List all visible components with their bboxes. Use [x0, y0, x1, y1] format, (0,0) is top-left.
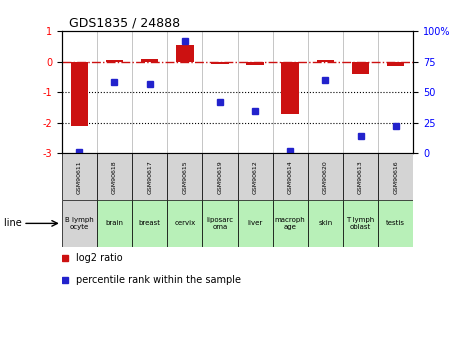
Text: GSM90612: GSM90612: [253, 160, 257, 194]
Bar: [352, 62, 369, 74]
Bar: [238, 200, 273, 247]
Bar: [141, 59, 158, 62]
Text: macroph
age: macroph age: [275, 217, 305, 230]
Text: GDS1835 / 24888: GDS1835 / 24888: [69, 17, 180, 30]
Text: B lymph
ocyte: B lymph ocyte: [65, 217, 94, 230]
Bar: [71, 62, 88, 126]
Bar: [308, 200, 343, 247]
Bar: [308, 153, 343, 200]
Bar: [97, 200, 132, 247]
Bar: [62, 200, 97, 247]
Text: GSM90615: GSM90615: [182, 160, 187, 194]
Text: cervix: cervix: [174, 220, 195, 226]
Text: GSM90618: GSM90618: [112, 160, 117, 194]
Text: GSM90620: GSM90620: [323, 160, 328, 194]
Bar: [281, 62, 299, 114]
Text: cell line: cell line: [0, 218, 21, 228]
Bar: [238, 153, 273, 200]
Text: log2 ratio: log2 ratio: [76, 253, 123, 263]
Text: T lymph
oblast: T lymph oblast: [346, 217, 375, 230]
Text: GSM90611: GSM90611: [77, 160, 82, 194]
Bar: [273, 200, 308, 247]
Text: GSM90616: GSM90616: [393, 160, 398, 194]
Bar: [167, 200, 202, 247]
Bar: [378, 200, 413, 247]
Bar: [247, 62, 264, 65]
Bar: [105, 60, 124, 62]
Bar: [132, 200, 167, 247]
Bar: [378, 153, 413, 200]
Bar: [387, 62, 404, 66]
Bar: [202, 200, 238, 247]
Bar: [343, 200, 378, 247]
Bar: [132, 153, 167, 200]
Text: liposarc
oma: liposarc oma: [206, 217, 234, 230]
Text: skin: skin: [318, 220, 332, 226]
Bar: [211, 62, 228, 64]
Bar: [176, 45, 194, 62]
Bar: [316, 60, 334, 62]
Text: GSM90614: GSM90614: [288, 160, 293, 194]
Text: breast: breast: [139, 220, 161, 226]
Bar: [273, 153, 308, 200]
Text: testis: testis: [386, 220, 405, 226]
Text: GSM90619: GSM90619: [218, 160, 222, 194]
Text: percentile rank within the sample: percentile rank within the sample: [76, 275, 241, 285]
Bar: [343, 153, 378, 200]
Bar: [202, 153, 238, 200]
Text: GSM90613: GSM90613: [358, 160, 363, 194]
Text: liver: liver: [247, 220, 263, 226]
Bar: [97, 153, 132, 200]
Bar: [167, 153, 202, 200]
Bar: [62, 153, 97, 200]
Text: brain: brain: [105, 220, 124, 226]
Text: GSM90617: GSM90617: [147, 160, 152, 194]
